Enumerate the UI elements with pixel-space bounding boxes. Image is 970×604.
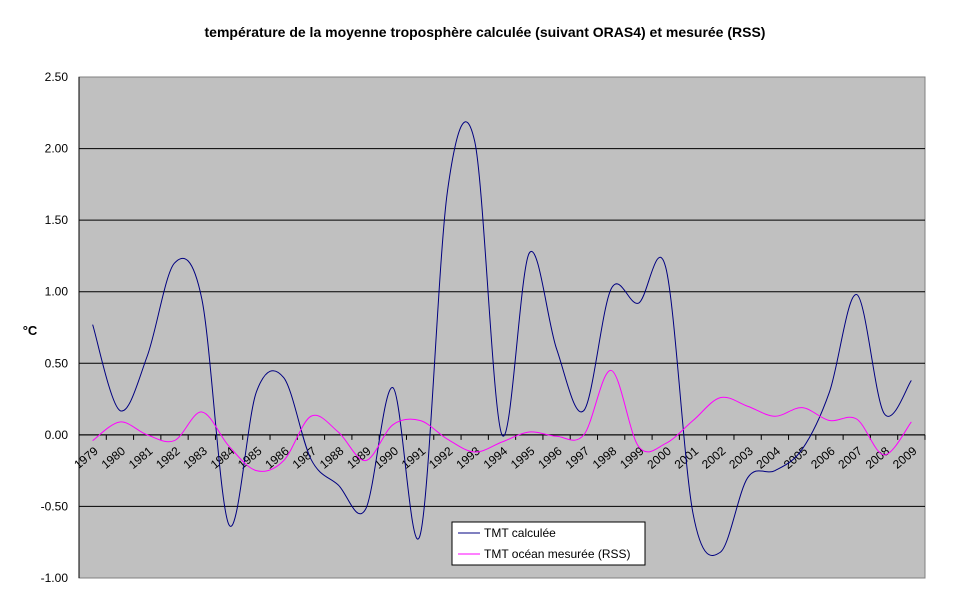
legend-label-tmt-ocean: TMT océan mesurée (RSS) <box>484 547 631 561</box>
y-tick-label: 2.50 <box>45 70 69 84</box>
y-tick-label: -0.50 <box>41 499 69 513</box>
series-line-1 <box>92 369 912 472</box>
legend-box <box>451 521 646 566</box>
y-tick-label: 0.50 <box>45 356 69 370</box>
plot-area <box>78 76 926 579</box>
legend: TMT calculée TMT océan mesurée (RSS) <box>451 521 646 566</box>
y-tick-label: 1.50 <box>45 213 69 227</box>
y-axis-label: °C <box>23 323 38 338</box>
y-tick-label: 0.00 <box>45 428 69 442</box>
y-tick-label: -1.00 <box>41 571 69 585</box>
series-line-0 <box>92 121 912 556</box>
y-tick-label: 1.00 <box>45 285 69 299</box>
y-tick-label: 2.00 <box>45 142 69 156</box>
chart-title: température de la moyenne troposphère ca… <box>205 24 766 40</box>
legend-label-tmt-calculee: TMT calculée <box>484 526 556 540</box>
